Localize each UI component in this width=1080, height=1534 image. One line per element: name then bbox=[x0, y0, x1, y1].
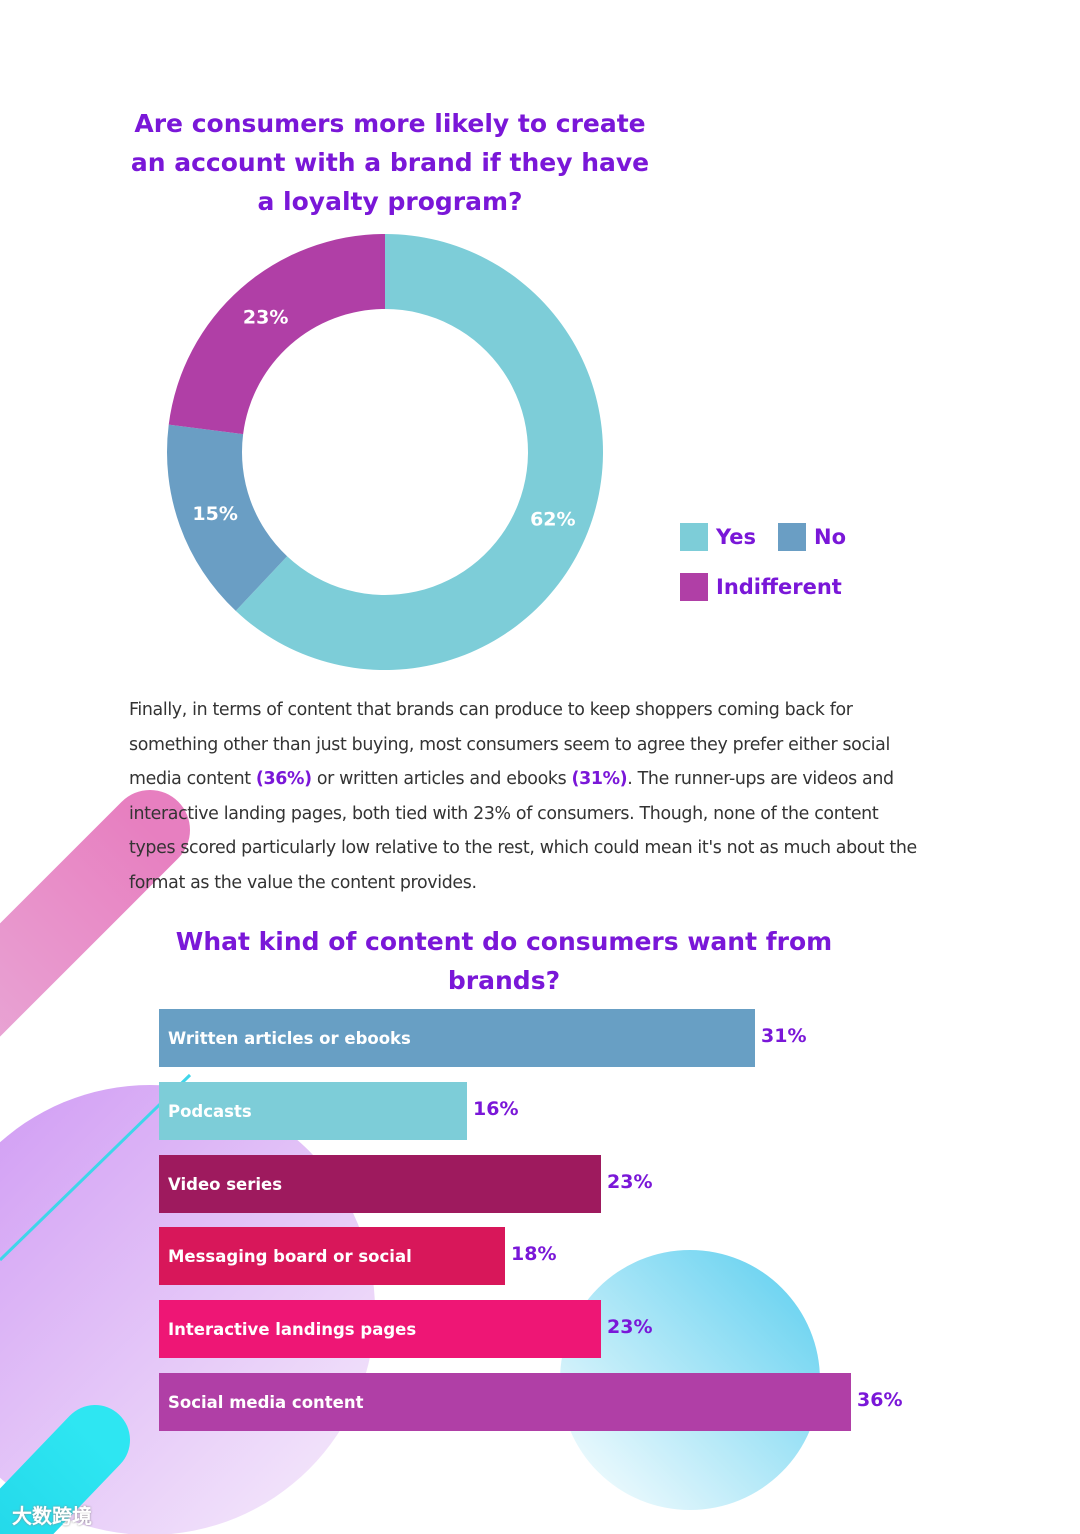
legend-swatch-indifferent bbox=[680, 573, 708, 601]
bar-value-label: 36% bbox=[857, 1389, 903, 1411]
bar-interactive-landings-pages: Interactive landings pages bbox=[159, 1300, 601, 1358]
paragraph-text-3: . The runner-ups are videos and interact… bbox=[129, 769, 917, 893]
donut-title-line-3: a loyalty program? bbox=[257, 187, 523, 216]
pink-diagonal-stroke bbox=[0, 790, 190, 1037]
donut-slice-yes bbox=[235, 234, 603, 670]
bar-chart-title: What kind of content do consumers want f… bbox=[0, 922, 1008, 1000]
bar-title-line-1: What kind of content do consumers want f… bbox=[175, 927, 833, 956]
bar-value-label: 18% bbox=[511, 1243, 557, 1265]
donut-label-indifferent: 23% bbox=[243, 307, 288, 329]
bar-messaging-board-or-social: Messaging board or social bbox=[159, 1227, 505, 1285]
cyan-thin-line bbox=[0, 1073, 192, 1262]
donut-title-line-1: Are consumers more likely to create bbox=[134, 109, 646, 138]
bar-value-label: 31% bbox=[761, 1025, 807, 1047]
paragraph-text-1: Finally, in terms of content that brands… bbox=[129, 700, 890, 790]
watermark: 大数跨境 bbox=[12, 1504, 92, 1528]
donut-slice-indifferent bbox=[168, 234, 385, 435]
bar-label: Written articles or ebooks bbox=[168, 1028, 411, 1048]
donut-chart: 62% 15% 23% bbox=[167, 234, 603, 670]
legend-label-yes: Yes bbox=[716, 525, 757, 549]
legend-item-indifferent: Indifferent bbox=[680, 573, 842, 601]
legend-label-no: No bbox=[814, 525, 847, 549]
bar-label: Messaging board or social bbox=[168, 1246, 412, 1266]
bar-label: Podcasts bbox=[168, 1101, 252, 1121]
bar-video-series: Video series bbox=[159, 1155, 601, 1213]
bar-written-articles-or-ebooks: Written articles or ebooks bbox=[159, 1009, 755, 1067]
donut-title-line-2: an account with a brand if they have bbox=[130, 148, 650, 177]
bar-value-label: 23% bbox=[607, 1171, 653, 1193]
paragraph-text-2: or written articles and ebooks bbox=[311, 769, 572, 790]
legend-item-yes: Yes bbox=[680, 523, 756, 551]
bar-label: Interactive landings pages bbox=[168, 1319, 417, 1339]
bar-value-label: 23% bbox=[607, 1316, 653, 1338]
donut-chart-title: Are consumers more likely to create an a… bbox=[0, 104, 780, 221]
bar-label: Social media content bbox=[168, 1392, 364, 1412]
donut-label-no: 15% bbox=[192, 503, 237, 525]
bar-title-line-2: brands? bbox=[447, 966, 561, 995]
body-paragraph: Finally, in terms of content that brands… bbox=[129, 693, 929, 901]
bar-label: Video series bbox=[168, 1174, 283, 1194]
bar-social-media-content: Social media content bbox=[159, 1373, 851, 1431]
legend-item-no: No bbox=[778, 523, 846, 551]
highlight-written-percent: (31%) bbox=[571, 769, 628, 790]
bar-value-label: 16% bbox=[473, 1098, 519, 1120]
bar-podcasts: Podcasts bbox=[159, 1082, 467, 1140]
donut-slice-no bbox=[167, 424, 288, 611]
legend-swatch-yes bbox=[680, 523, 708, 551]
donut-label-yes: 62% bbox=[530, 508, 575, 530]
cyan-diagonal-stroke bbox=[0, 1405, 130, 1534]
legend-swatch-no bbox=[778, 523, 806, 551]
highlight-social-percent: (36%) bbox=[255, 769, 312, 790]
legend-label-indifferent: Indifferent bbox=[716, 575, 842, 599]
